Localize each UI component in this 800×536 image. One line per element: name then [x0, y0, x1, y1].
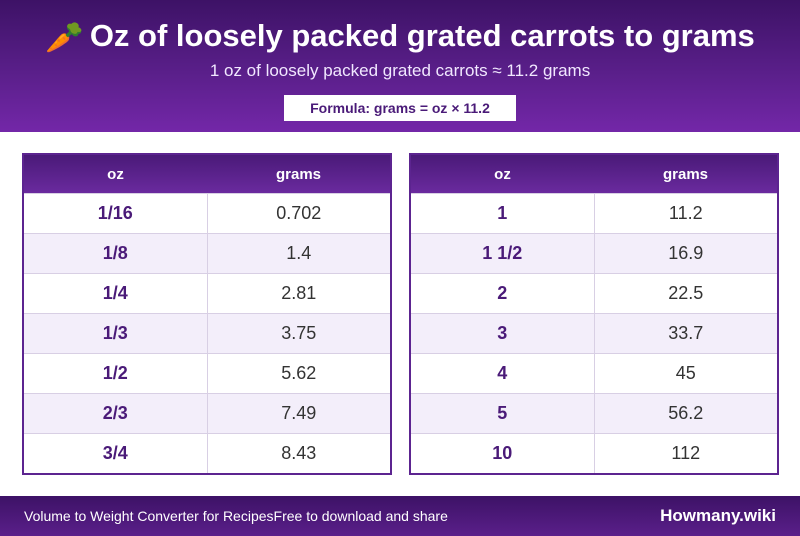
grams-cell: 1.4: [207, 233, 390, 274]
table-row: 3 33.7: [411, 313, 777, 354]
table-row: 5 56.2: [411, 393, 777, 434]
oz-cell: 1: [411, 193, 595, 234]
table-row: 1 11.2: [411, 193, 777, 234]
table-header-row: oz grams: [24, 155, 390, 194]
column-header-oz: oz: [24, 155, 207, 194]
grams-cell: 8.43: [207, 433, 390, 473]
table-row: 10 112: [411, 433, 777, 473]
footer-converter-text: Volume to Weight Converter for Recipes: [24, 508, 274, 524]
page-title-text: Oz of loosely packed grated carrots to g…: [89, 18, 755, 53]
oz-cell: 1/2: [24, 353, 208, 394]
column-header-grams: grams: [594, 155, 777, 194]
oz-cell: 5: [411, 393, 595, 434]
header: 🥕 Oz of loosely packed grated carrots to …: [0, 0, 800, 132]
grams-cell: 5.62: [207, 353, 390, 394]
oz-cell: 3/4: [24, 433, 208, 473]
grams-cell: 112: [594, 433, 777, 473]
brand-logo-text: Howmany.wiki: [660, 506, 776, 525]
table-row: 1/3 3.75: [24, 313, 390, 354]
footer-tagline: Volume to Weight Converter for RecipesFr…: [24, 496, 448, 536]
grams-cell: 11.2: [594, 193, 777, 234]
table-header-row: oz grams: [411, 155, 777, 194]
oz-cell: 10: [411, 433, 595, 473]
carrot-icon: 🥕: [45, 20, 84, 55]
footer-share-text: Free to download and share: [273, 508, 448, 524]
formula-badge: Formula: grams = oz × 11.2: [284, 95, 516, 121]
oz-cell: 3: [411, 313, 595, 354]
table-row: 3/4 8.43: [24, 433, 390, 473]
oz-cell: 2/3: [24, 393, 208, 434]
table-row: 1/16 0.702: [24, 193, 390, 234]
oz-cell: 2: [411, 273, 595, 314]
conversion-table-right: oz grams 1 11.2 1 1/2 16.9 2 22.5 3 33.7 4 45…: [409, 153, 779, 475]
grams-cell: 2.81: [207, 273, 390, 314]
column-header-grams: grams: [207, 155, 390, 194]
grams-cell: 45: [594, 353, 777, 394]
table-row: 1/4 2.81: [24, 273, 390, 314]
table-row: 4 45: [411, 353, 777, 394]
table-row: 2/3 7.49: [24, 393, 390, 434]
oz-cell: 1/4: [24, 273, 208, 314]
grams-cell: 0.702: [207, 193, 390, 234]
grams-cell: 33.7: [594, 313, 777, 354]
oz-cell: 1/3: [24, 313, 208, 354]
table-row: 2 22.5: [411, 273, 777, 314]
grams-cell: 16.9: [594, 233, 777, 274]
column-header-oz: oz: [411, 155, 594, 194]
oz-cell: 1/16: [24, 193, 208, 234]
oz-cell: 1 1/2: [411, 233, 595, 274]
page-subtitle: 1 oz of loosely packed grated carrots ≈ …: [209, 61, 591, 80]
conversion-table-left: oz grams 1/16 0.702 1/8 1.4 1/4 2.81 1/3 3.7…: [22, 153, 392, 475]
table-row: 1/2 5.62: [24, 353, 390, 394]
grams-cell: 3.75: [207, 313, 390, 354]
page-title: 🥕 Oz of loosely packed grated carrots to …: [0, 16, 800, 58]
table-row: 1 1/2 16.9: [411, 233, 777, 274]
footer: Volume to Weight Converter for RecipesFr…: [0, 496, 800, 536]
grams-cell: 7.49: [207, 393, 390, 434]
oz-cell: 1/8: [24, 233, 208, 274]
oz-cell: 4: [411, 353, 595, 394]
table-row: 1/8 1.4: [24, 233, 390, 274]
grams-cell: 22.5: [594, 273, 777, 314]
grams-cell: 56.2: [594, 393, 777, 434]
